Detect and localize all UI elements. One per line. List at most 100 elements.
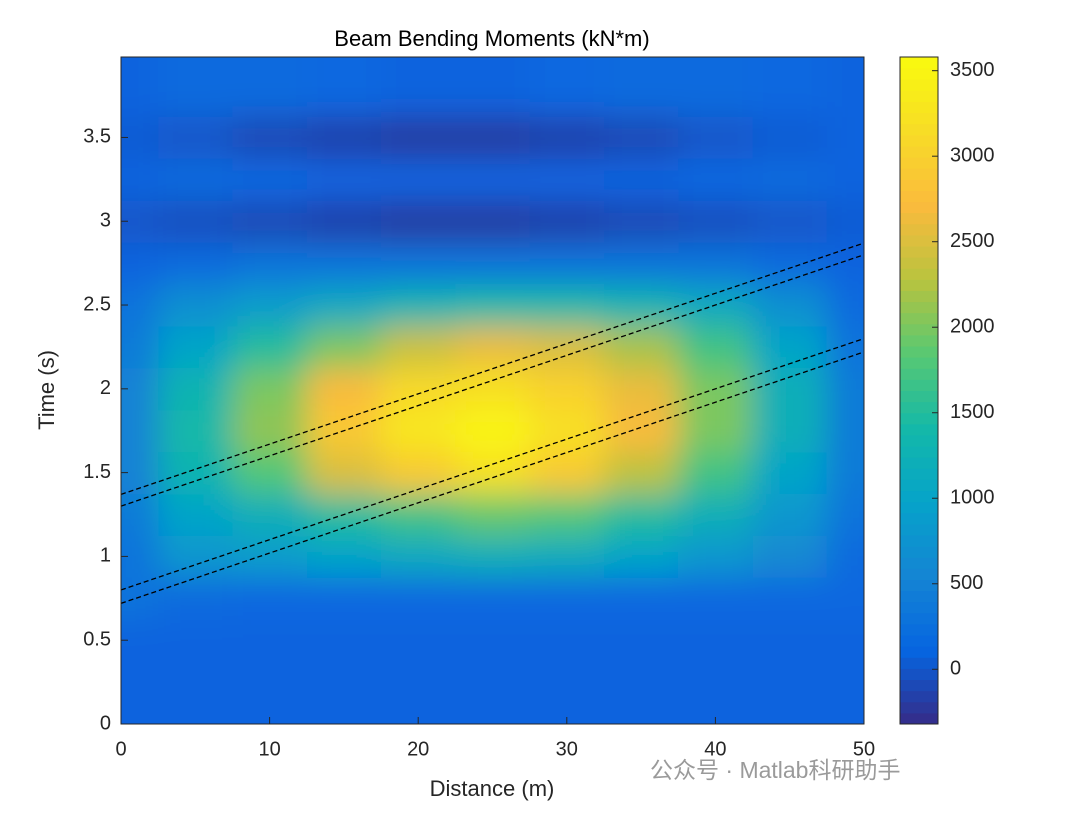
- colorbar-segment: [900, 401, 938, 414]
- colorbar-segment: [900, 168, 938, 180]
- contour-cell: [381, 703, 456, 724]
- contour-cell: [826, 367, 864, 411]
- colorbar-segment: [900, 346, 938, 358]
- colorbar-segment: [900, 623, 938, 636]
- contour-cell: [529, 619, 605, 662]
- contour-cell: [232, 200, 308, 243]
- contour-cell: [381, 57, 456, 117]
- y-tick-label: 3: [100, 210, 111, 232]
- contour-cell: [826, 577, 864, 620]
- contour-cell: [381, 577, 456, 620]
- contour-cell: [678, 535, 754, 578]
- contour-cell: [306, 325, 382, 369]
- y-tick-label: 0: [100, 712, 111, 734]
- contour-cell: [529, 284, 605, 327]
- contour-cell: [826, 57, 864, 117]
- colorbar-segment: [900, 635, 938, 647]
- contour-cell: [158, 577, 233, 620]
- y-tick-label: 2: [100, 377, 111, 399]
- contour-cell: [306, 535, 382, 578]
- colorbar-segment: [900, 368, 938, 380]
- colorbar-segment: [900, 468, 938, 480]
- contour-cell: [306, 57, 382, 117]
- contour-cell: [752, 158, 828, 201]
- colorbar-segment: [900, 212, 938, 225]
- colorbar-segment: [900, 101, 938, 114]
- contour-cell: [158, 535, 233, 578]
- contour-cell: [529, 367, 605, 411]
- contour-cell: [455, 661, 531, 704]
- contour-cell: [381, 325, 456, 369]
- colorbar-segment: [900, 668, 938, 681]
- contour-cell: [306, 661, 382, 704]
- contour-cell: [603, 57, 679, 117]
- contour-cell: [232, 242, 308, 285]
- contour-cell: [529, 57, 605, 117]
- colorbar-segment: [900, 268, 938, 280]
- contour-cell: [678, 57, 754, 117]
- colorbar-segment: [900, 479, 938, 492]
- contour-cell: [381, 409, 456, 453]
- x-tick-label: 0: [115, 738, 126, 760]
- contour-cell: [306, 577, 382, 620]
- colorbar-segment: [900, 357, 938, 369]
- contour-cell: [752, 535, 828, 578]
- contour-cell: [158, 158, 233, 201]
- contour-cell: [826, 661, 864, 704]
- contour-cell: [381, 116, 456, 159]
- colorbar-segment: [900, 112, 938, 125]
- colorbar-segment: [900, 90, 938, 102]
- colorbar-segment: [900, 412, 938, 425]
- contour-cell: [232, 661, 308, 704]
- contour-cell: [381, 493, 456, 536]
- contour-cell: [121, 703, 159, 724]
- colorbar-segment: [900, 557, 938, 569]
- x-tick-label: 20: [407, 738, 429, 760]
- contour-cell: [529, 661, 605, 704]
- contour-cell: [529, 451, 605, 495]
- contour-cell: [158, 57, 233, 117]
- contour-cell: [603, 703, 679, 724]
- chart-title: Beam Bending Moments (kN*m): [334, 26, 649, 51]
- contour-cell: [381, 535, 456, 578]
- contour-cell: [455, 284, 531, 327]
- contour-cell: [826, 493, 864, 536]
- contour-cell: [158, 242, 233, 285]
- contour-cell: [678, 661, 754, 704]
- contour-cell: [678, 619, 754, 662]
- contour-cell: [455, 577, 531, 620]
- axle-path-line: [121, 337, 864, 591]
- contour-cell: [158, 703, 233, 724]
- contour-cell: [529, 158, 605, 201]
- colorbar-segment: [900, 679, 938, 692]
- y-tick-label: 1.5: [83, 461, 111, 483]
- y-tick-label: 0.5: [83, 628, 111, 650]
- colorbar-segment: [900, 512, 938, 525]
- contour-cell: [381, 284, 456, 327]
- contour-cell: [121, 158, 159, 201]
- colorbar-tick-label: 1000: [950, 487, 995, 509]
- contour-cell: [455, 200, 531, 243]
- colorbar-segment: [900, 334, 938, 347]
- contour-cell: [678, 200, 754, 243]
- contour-cell: [603, 200, 679, 243]
- contour-cell: [306, 158, 382, 201]
- contour-cell: [121, 493, 159, 536]
- colorbar-segment: [900, 290, 938, 303]
- contour-cell: [603, 284, 679, 327]
- colorbar-segment: [900, 379, 938, 391]
- contour-cell: [121, 325, 159, 369]
- contour-cell: [752, 200, 828, 243]
- contour-cell: [121, 577, 159, 620]
- colorbar-tick-label: 2000: [950, 316, 995, 338]
- contour-cell: [158, 367, 233, 411]
- contour-cell: [158, 409, 233, 453]
- x-tick-label: 30: [556, 738, 578, 760]
- colorbar-segment: [900, 68, 938, 80]
- colorbar-segment: [900, 179, 938, 191]
- colorbar-segment: [900, 323, 938, 336]
- contour-cell: [306, 367, 382, 411]
- axle-path-line: [121, 242, 864, 496]
- contour-cell: [306, 619, 382, 662]
